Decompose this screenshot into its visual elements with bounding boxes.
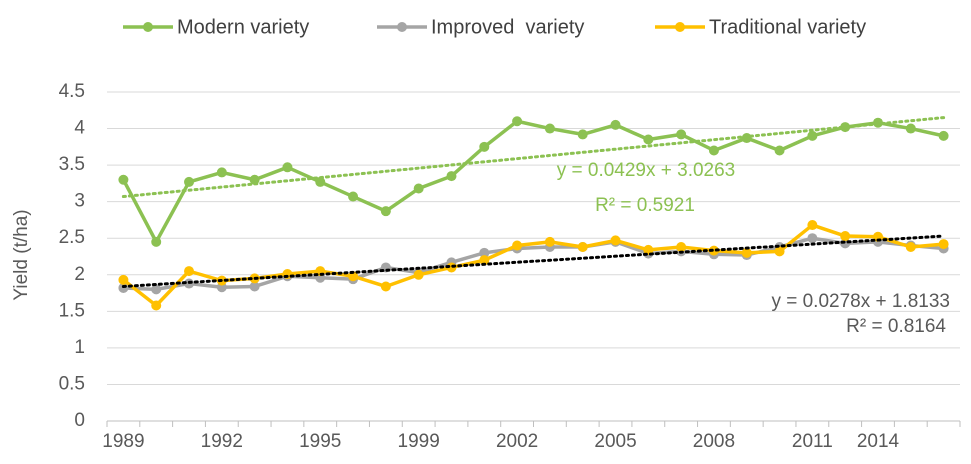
x-tick-label: 2005: [594, 431, 636, 452]
point: [479, 247, 490, 258]
point: [479, 255, 490, 266]
point: [577, 241, 588, 252]
point: [413, 183, 424, 194]
point: [151, 236, 162, 247]
point: [610, 119, 621, 130]
point: [216, 167, 227, 178]
y-tick-label: 3.5: [59, 154, 85, 175]
x-tick-label: 1995: [299, 431, 341, 452]
point: [446, 171, 457, 182]
y-tick-label: 1: [74, 337, 85, 358]
point: [544, 236, 555, 247]
point: [315, 176, 326, 187]
y-tick-label: 0: [74, 410, 85, 431]
point: [840, 231, 851, 242]
point: [118, 274, 129, 285]
y-tick-label: 1.5: [59, 300, 85, 321]
point: [807, 130, 818, 141]
point: [774, 246, 785, 257]
point: [938, 239, 949, 250]
point: [151, 284, 162, 295]
point: [774, 145, 785, 156]
y-tick-label: 2: [74, 264, 85, 285]
point: [807, 220, 818, 231]
point: [676, 241, 687, 252]
point: [184, 266, 195, 277]
trendline-r-squared: R² = 0.8164: [846, 316, 946, 337]
point: [413, 269, 424, 280]
point: [282, 162, 293, 173]
point: [184, 176, 195, 187]
point: [643, 244, 654, 255]
x-tick-label: 1989: [102, 431, 144, 452]
point: [512, 240, 523, 251]
trendline-equation: y = 0.0429x + 3.0263: [557, 160, 736, 181]
legend-marker: [675, 22, 685, 32]
y-tick-label: 4.5: [59, 81, 85, 102]
point: [938, 130, 949, 141]
point: [544, 123, 555, 134]
legend-marker: [143, 22, 153, 32]
trendline: [121, 116, 946, 199]
trendline: [121, 234, 946, 288]
point: [708, 245, 719, 256]
x-tick-label: 2011: [792, 431, 833, 452]
point: [249, 281, 260, 292]
y-tick-label: 2.5: [59, 227, 85, 248]
legend-label: Traditional variety: [709, 16, 866, 38]
point: [708, 145, 719, 156]
point: [348, 191, 359, 202]
y-tick-label: 3: [74, 191, 85, 212]
point: [151, 300, 162, 311]
x-tick-label: 2002: [496, 431, 538, 452]
point: [676, 129, 687, 140]
x-tick-label: 1999: [398, 431, 440, 452]
point: [118, 174, 129, 185]
legend-marker: [397, 22, 407, 32]
x-tick-label: 2008: [693, 431, 735, 452]
x-tick-label: 1992: [201, 431, 243, 452]
y-tick-label: 0.5: [59, 373, 85, 394]
y-axis-title: Yield (t/ha): [11, 209, 32, 300]
point: [479, 141, 490, 152]
legend-label: Modern variety: [177, 16, 309, 38]
point: [380, 281, 391, 292]
series-line: [123, 236, 944, 292]
legend-label: Improved variety: [431, 16, 584, 38]
point: [807, 233, 818, 244]
point: [741, 247, 752, 258]
point: [610, 235, 621, 246]
point: [905, 241, 916, 252]
point: [577, 129, 588, 140]
point: [512, 116, 523, 127]
trendline-r-squared: R² = 0.5921: [595, 195, 695, 216]
point: [380, 206, 391, 217]
series-line: [121, 119, 944, 244]
point: [905, 123, 916, 134]
point: [643, 134, 654, 145]
point: [741, 133, 752, 144]
x-tick-label: 2014: [857, 431, 900, 452]
y-tick-label: 4: [74, 118, 85, 139]
trendline-equation: y = 0.0278x + 1.8133: [771, 291, 950, 312]
point: [249, 174, 260, 185]
